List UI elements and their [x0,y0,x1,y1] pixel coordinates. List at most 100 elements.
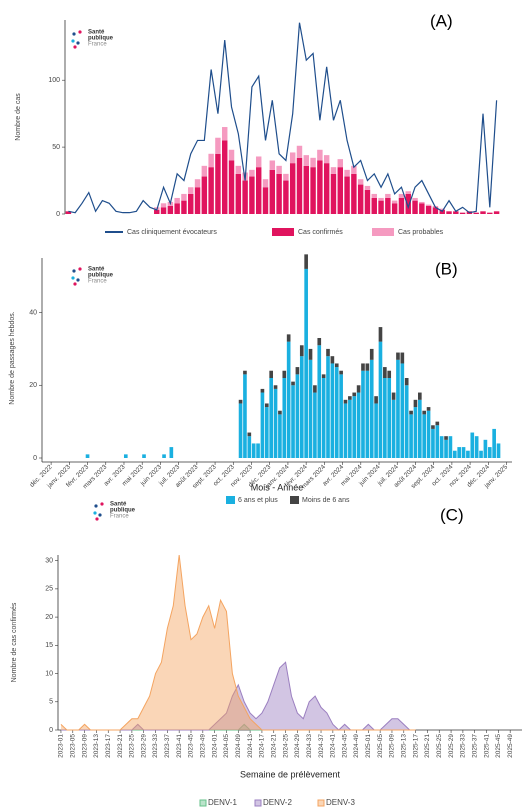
x-tick-label: 2025-25 [436,734,443,758]
bar [387,370,392,378]
bar [313,392,317,458]
bar [273,385,278,389]
x-tick-label: 2023-41 [176,734,183,758]
bar [296,157,303,214]
bar [181,193,187,201]
bar [413,407,418,458]
x-tick-label: 2025-49 [507,734,514,758]
bar [273,388,278,458]
x-tick-label: 2023-01 [58,734,65,758]
logo-text: publique [88,273,114,279]
bar [256,443,260,458]
bar [269,160,276,170]
bar [330,173,337,214]
bar [374,403,378,458]
bar [123,454,128,458]
bar [409,414,413,458]
bar [215,153,221,214]
x-tick-label: 2024-49 [353,734,360,758]
bar [474,436,479,458]
bar [208,153,214,168]
y-axis-label: Nombre de cas confirmés [11,602,18,682]
y-tick-label: 0 [56,211,60,218]
bar [391,203,398,214]
bar [295,367,300,375]
x-tick-label: 2025-29 [448,734,455,758]
bar [334,363,339,368]
x-tick-label: 2024-29 [294,734,301,758]
bar [396,352,400,360]
bar [339,374,343,458]
x-tick-label: 2024-37 [318,734,325,758]
y-tick-label: 15 [45,642,53,649]
bar [242,180,248,214]
x-tick-label: 2023-33 [152,734,159,758]
bar [201,165,208,177]
bar [371,197,377,214]
bar [413,399,418,408]
x-tick-label: 2024-17 [259,734,266,758]
bar [269,370,273,378]
x-tick-label: 2024-05 [223,734,230,758]
bar [238,403,243,458]
bar [174,197,180,204]
legend-swatch [372,228,394,236]
area [60,555,416,730]
bar [426,410,431,458]
bar [289,152,296,164]
x-tick-label: 2024-01 [211,734,218,758]
bar [310,157,316,168]
bar [419,201,425,204]
x-tick-label: 2025-09 [389,734,396,758]
x-tick-label: 2023-45 [188,734,195,758]
bar [418,399,422,458]
bar [321,378,326,458]
bar [361,370,365,458]
bar [260,392,265,458]
bar [480,211,486,214]
bar [65,211,72,214]
bar [289,163,296,214]
bar [291,381,295,386]
y-tick-label: 0 [49,727,53,734]
y-tick-label: 5 [49,699,53,706]
bar [365,363,370,371]
bar [260,388,265,393]
bar [317,160,323,214]
bar [228,149,235,161]
y-axis-label: Nombre de passages hebdos. [9,311,16,404]
bar [142,454,146,458]
bar [249,176,255,214]
bar [457,447,461,458]
bar [299,356,304,458]
bar [487,447,492,458]
bar [188,187,194,194]
bar [208,167,214,214]
bar [378,341,383,458]
bar [303,155,310,166]
bar [243,374,247,458]
bar [352,392,357,397]
legend-swatch [317,799,325,807]
bar [181,200,187,214]
bar [439,436,444,458]
bar [391,392,396,400]
bar [385,193,391,198]
logo-text: publique [110,508,136,514]
y-tick-label: 10 [45,670,53,677]
bar [264,403,269,408]
bar [278,410,282,415]
bar [317,338,322,346]
bar [291,385,295,458]
bar [313,385,317,393]
bar [269,378,273,458]
x-tick-label: 2024-13 [247,734,254,758]
bar [365,370,370,458]
bar [269,169,276,214]
x-tick-label: 2025-17 [412,734,419,758]
logo-text: Santé [88,267,105,273]
legend-label: DENV-3 [326,798,355,807]
bar [330,356,335,364]
bar [387,378,392,458]
x-tick-label: 2023-09 [81,734,88,758]
